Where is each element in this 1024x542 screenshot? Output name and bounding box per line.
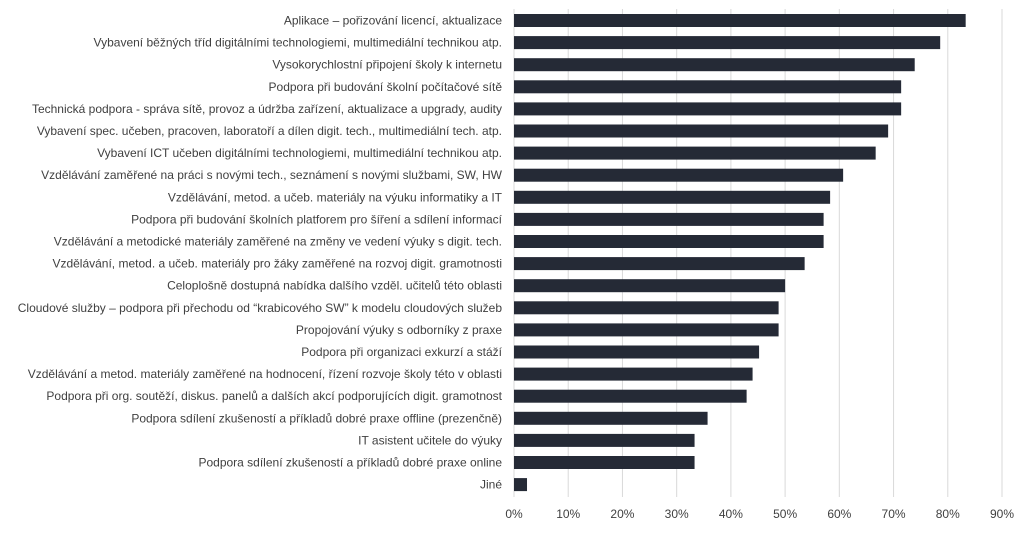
bar [514, 146, 876, 160]
category-label: Vybavení běžných tříd digitálními techno… [94, 36, 502, 50]
category-label: Vzdělávání, metod. a učeb. materiály na … [168, 190, 503, 204]
bar [514, 257, 805, 271]
category-label: Vybavení spec. učeben, pracoven, laborat… [37, 124, 502, 138]
category-label: Podpora při budování školní počítačové s… [269, 80, 503, 94]
bar [514, 124, 889, 138]
category-label: Propojování výuky s odborníky z praxe [296, 323, 502, 337]
bar [514, 411, 708, 425]
category-label: Aplikace – pořizování licencí, aktualiza… [284, 14, 502, 28]
category-label: Vybavení ICT učeben digitálními technolo… [97, 146, 502, 160]
bar [514, 102, 902, 116]
category-label: Podpora při org. soutěží, diskus. panelů… [46, 389, 502, 403]
x-tick-label: 50% [773, 507, 797, 521]
category-labels: Aplikace – pořizování licencí, aktualiza… [18, 14, 503, 492]
category-label: IT asistent učitele do výuky [358, 433, 502, 447]
category-label: Podpora sdílení zkušeností a příkladů do… [198, 456, 502, 470]
bar [514, 168, 844, 182]
bar [514, 301, 779, 315]
bar [514, 456, 695, 469]
x-tick-label: 70% [882, 507, 906, 521]
bar [514, 58, 915, 72]
bar [514, 279, 786, 293]
bar [514, 14, 966, 27]
bar [514, 478, 528, 492]
bar [514, 80, 902, 94]
category-label: Vzdělávání zaměřené na práci s novými te… [41, 168, 503, 182]
x-tick-label: 10% [556, 507, 580, 521]
bar [514, 190, 831, 204]
category-label: Vysokorychlostní připojení školy k inter… [272, 58, 502, 72]
category-label: Vzdělávání, metod. a učeb. materiály pro… [52, 257, 502, 271]
x-tick-label: 60% [827, 507, 851, 521]
bar [514, 235, 824, 248]
x-tick-label: 20% [610, 507, 634, 521]
bar [514, 433, 695, 447]
bar [514, 323, 779, 337]
bar [514, 212, 824, 226]
x-tick-label: 90% [990, 507, 1014, 521]
bar [514, 345, 760, 359]
category-label: Cloudové služby – podpora při přechodu o… [18, 301, 503, 315]
category-label: Vzdělávání a metodické materiály zaměřen… [54, 235, 502, 249]
category-label: Celoplošně dostupná nabídka dalšího vzdě… [167, 279, 502, 293]
x-tick-label: 0% [505, 507, 523, 521]
x-tick-label: 30% [665, 507, 689, 521]
category-label: Podpora při organizaci exkurzí a stáží [301, 345, 502, 359]
category-label: Podpora sdílení zkušeností a příkladů do… [131, 411, 502, 425]
category-label: Vzdělávání a metod. materiály zaměřené n… [28, 367, 502, 381]
x-axis-ticks: 0% 10% 20% 30% 40% 50% 60% 70% 80% 90% [505, 507, 1014, 521]
category-label: Podpora při budování školních platforem … [131, 212, 503, 226]
bar [514, 367, 753, 381]
category-label: Technická podpora - správa sítě, provoz … [32, 102, 502, 116]
bar [514, 36, 941, 50]
bars [514, 14, 966, 492]
category-label: Jiné [480, 478, 502, 492]
bar [514, 389, 747, 403]
x-tick-label: 80% [936, 507, 960, 521]
x-tick-label: 40% [719, 507, 743, 521]
